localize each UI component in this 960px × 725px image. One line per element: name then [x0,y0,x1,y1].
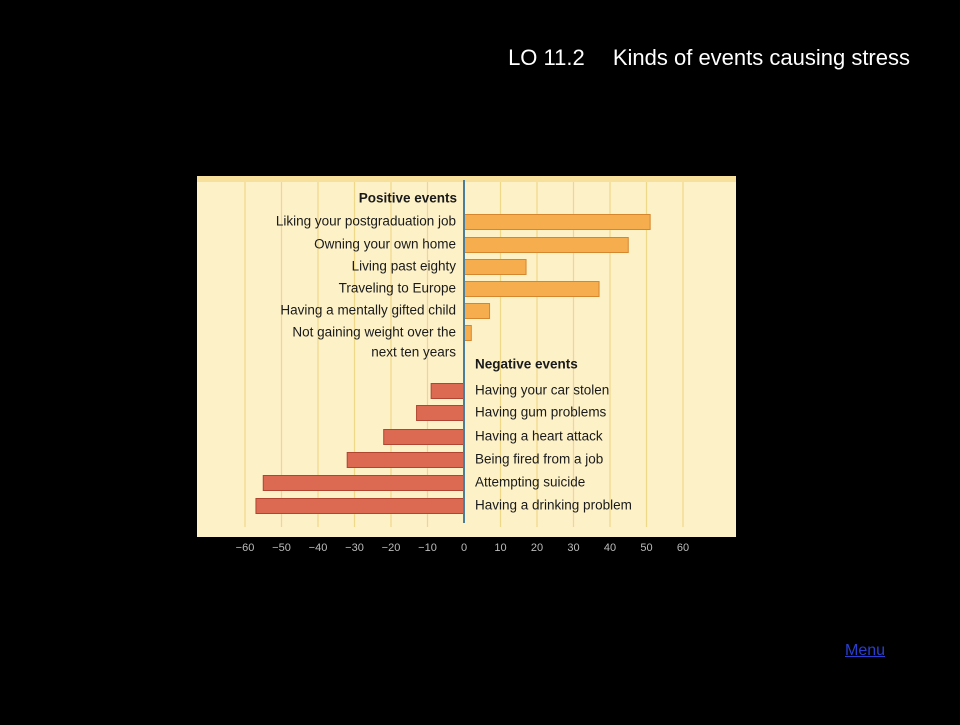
slide-title: LO 11.2 Kinds of events causing stress [508,45,910,71]
panel-top-stripe [197,176,736,182]
x-tick-label: 60 [677,542,689,554]
x-axis-ticks: −60 −50 −40 −30 −20 −10 0 10 20 30 40 50 60 [236,542,689,554]
bar-label: Having a drinking problem [475,498,632,513]
bar [463,325,472,341]
bar-label-continued: next ten years [371,345,456,360]
bar [346,452,465,468]
x-tick-label: 50 [640,542,652,554]
positive-events-heading: Positive events [359,191,457,206]
bar [430,383,465,399]
x-tick-label: −20 [382,542,401,554]
bar [255,498,465,514]
x-tick-label: −30 [345,542,364,554]
bar-label: Owning your own home [314,237,456,252]
bar-label: Liking your postgraduation job [276,214,456,229]
bar-label: Having your car stolen [475,383,609,398]
bar-label: Attempting suicide [475,475,585,490]
learning-objective-code: LO 11.2 [508,45,585,70]
bar [463,259,527,275]
bar-label: Being fired from a job [475,452,603,467]
bar [463,214,651,230]
bar-label: Having gum problems [475,405,607,420]
x-tick-label: −10 [418,542,437,554]
x-tick-label: 0 [461,542,467,554]
bar-label: Having a heart attack [475,429,603,444]
x-tick-label: −50 [272,542,291,554]
chart-bars [255,214,651,514]
bar-label: Traveling to Europe [339,281,456,296]
x-tick-label: 20 [531,542,543,554]
menu-link[interactable]: Menu [845,642,886,659]
bar [463,303,491,319]
negative-events-heading: Negative events [475,357,578,372]
x-tick-label: 10 [494,542,506,554]
bar [416,405,465,421]
bar-label: Not gaining weight over the [292,325,456,340]
x-tick-label: 30 [567,542,579,554]
bar-label: Living past eighty [352,259,457,274]
chart-labels: Positive events Liking your postgraduatio… [276,191,632,513]
x-tick-label: −60 [236,542,255,554]
x-tick-label: −40 [309,542,328,554]
bar [383,429,465,445]
bar [463,237,629,253]
bar [463,281,600,297]
bar-label: Having a mentally gifted child [280,303,456,318]
x-tick-label: 40 [604,542,616,554]
bar [262,475,465,491]
slide-heading: Kinds of events causing stress [612,45,910,70]
